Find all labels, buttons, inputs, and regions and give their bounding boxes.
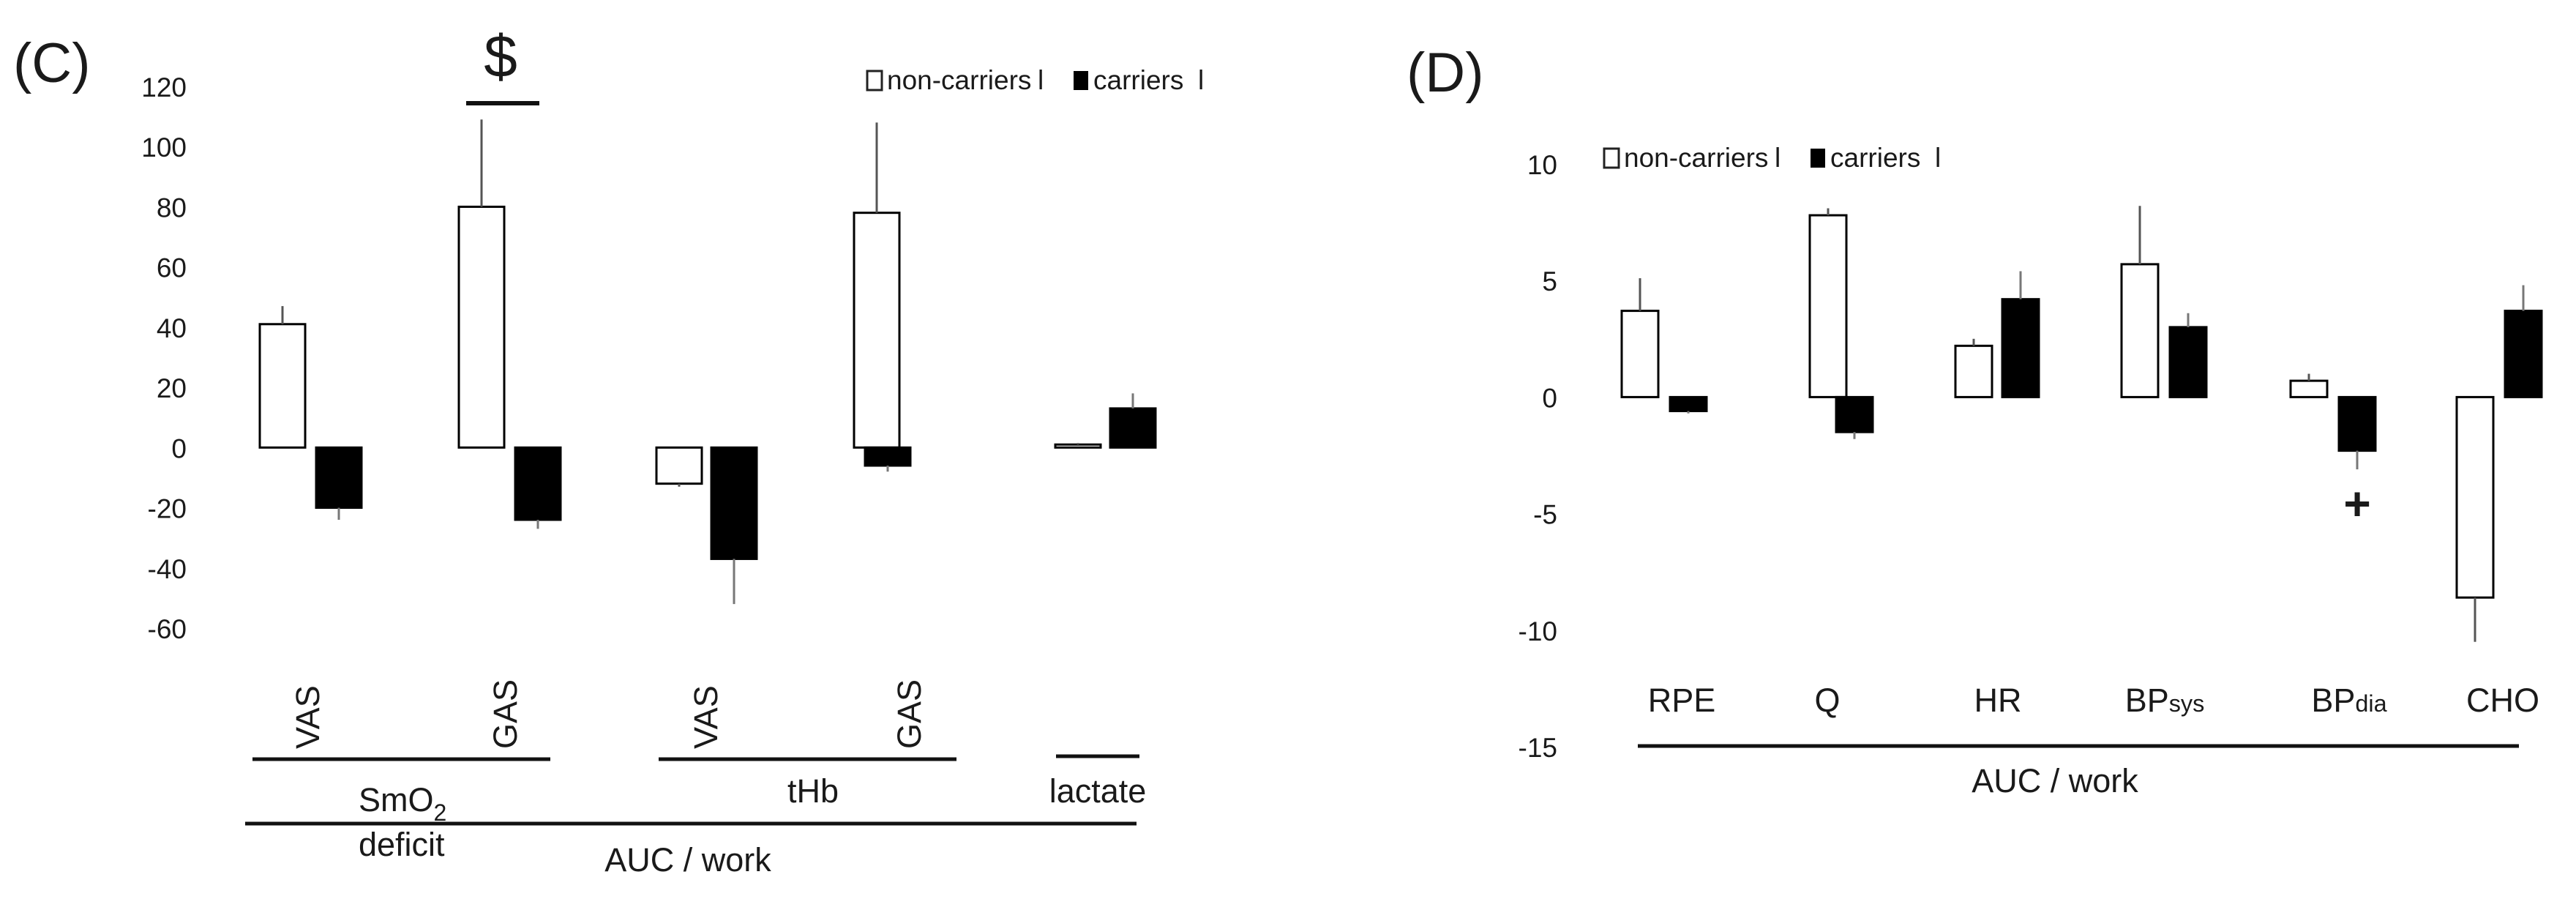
panel-c-grouping: SmO2 deficit tHb lactate AUC / work (245, 754, 1147, 879)
panel-c-y-ticks: 120 100 80 60 40 20 0 -20 -40 -60 (141, 72, 187, 644)
legend-swatch-noncarriers-d (1603, 147, 1620, 169)
panel-d-label: (D) (1407, 42, 1484, 104)
bar-noncarriers (1954, 344, 1993, 398)
panel-c-sig-mark: $ (484, 23, 517, 90)
category-label: RPE (1648, 682, 1716, 719)
group-label-deficit: deficit (359, 826, 445, 863)
panel-d-sig-mark: + (2343, 477, 2370, 530)
panel-c-significance-gas: $ (466, 23, 539, 105)
bar-noncarriers (853, 212, 901, 449)
bar-carriers (514, 446, 562, 521)
axis-caption-d: AUC / work (1972, 762, 2138, 799)
panel-d: (D) 10 5 0 -5 -10 -15 RPE Q HR BPsys BPdia CHO + n… (1407, 42, 2543, 799)
bar-noncarriers (1620, 310, 1660, 398)
panel-c-label: (C) (13, 32, 91, 94)
category-label: CHO (2466, 682, 2539, 719)
y-tick-label: 120 (141, 72, 187, 102)
legend-separator-noncarriers: l (1038, 65, 1044, 95)
panel-c: (C) 120 100 80 60 40 20 0 -20 -40 -60 VAS GAS VAS GA… (13, 23, 1204, 879)
category-label: BPdia (2311, 682, 2387, 719)
legend-separator-carriers: l (1198, 65, 1204, 95)
legend-label-noncarriers-d: non-carriers (1624, 143, 1768, 173)
category-label: GAS (891, 679, 928, 749)
y-tick-label: 100 (141, 133, 187, 163)
y-tick-label: 0 (1542, 383, 1557, 413)
bar-carriers (2168, 326, 2208, 398)
bar-carriers (315, 446, 363, 510)
bar-carriers (2504, 310, 2543, 398)
panel-d-legend: non-carriers l carriers l (1603, 143, 1941, 173)
bar-noncarriers (655, 446, 703, 485)
bar-noncarriers (2289, 379, 2329, 398)
category-label: VAS (687, 685, 724, 749)
category-label: Q (1814, 682, 1840, 719)
bar-noncarriers (1808, 214, 1848, 398)
bar-noncarriers (1054, 443, 1102, 449)
legend-separator-carriers-d: l (1935, 143, 1941, 173)
y-tick-label: -60 (148, 614, 187, 644)
legend-swatch-noncarriers (866, 70, 883, 92)
bar-noncarriers (457, 205, 506, 449)
y-tick-label: 0 (171, 433, 187, 463)
legend-swatch-carriers-d (1811, 149, 1825, 168)
bar-carriers (1109, 407, 1157, 449)
y-tick-label: -10 (1519, 616, 1557, 646)
bar-carriers (710, 446, 758, 560)
bar-carriers (2001, 298, 2040, 398)
group-label-thb: tHb (787, 772, 839, 810)
legend-label-noncarriers: non-carriers (887, 65, 1031, 95)
category-label: HR (1974, 682, 2022, 719)
y-tick-label: -5 (1533, 500, 1557, 530)
y-tick-label: 10 (1527, 150, 1557, 180)
y-tick-label: 5 (1542, 266, 1557, 296)
legend-label-carriers-d: carriers (1830, 143, 1920, 173)
panel-c-bars (258, 119, 1157, 605)
y-tick-label: 80 (157, 193, 187, 223)
bar-carriers (1835, 395, 1874, 433)
legend-separator-noncarriers-d: l (1775, 143, 1781, 173)
bar-carriers (2337, 395, 2377, 452)
y-tick-label: 40 (157, 313, 187, 343)
category-label: GAS (487, 679, 524, 749)
panel-c-legend: non-carriers l carriers l (866, 65, 1204, 95)
category-label: BPsys (2125, 682, 2205, 719)
y-tick-label: -15 (1519, 733, 1557, 763)
y-tick-label: 60 (157, 253, 187, 283)
y-tick-label: -40 (148, 554, 187, 584)
axis-caption-c: AUC / work (604, 841, 771, 879)
y-tick-label: -20 (148, 494, 187, 524)
panel-d-y-ticks: 10 5 0 -5 -10 -15 (1519, 150, 1557, 763)
group-label-lactate: lactate (1049, 772, 1147, 810)
legend-swatch-carriers (1074, 71, 1088, 90)
bar-carriers (864, 446, 912, 467)
panel-d-bars (1620, 206, 2543, 642)
group-label-smo2: SmO2 (359, 781, 446, 826)
panel-c-category-labels: VAS GAS VAS GAS (289, 679, 928, 749)
panel-d-category-labels: RPE Q HR BPsys BPdia CHO (1648, 682, 2539, 719)
category-label: VAS (289, 685, 326, 749)
y-tick-label: 20 (157, 373, 187, 403)
bar-noncarriers (258, 323, 307, 449)
bar-carriers (1669, 395, 1708, 413)
legend-label-carriers: carriers (1093, 65, 1183, 95)
bar-noncarriers (2120, 263, 2160, 398)
bar-noncarriers (2455, 395, 2495, 599)
